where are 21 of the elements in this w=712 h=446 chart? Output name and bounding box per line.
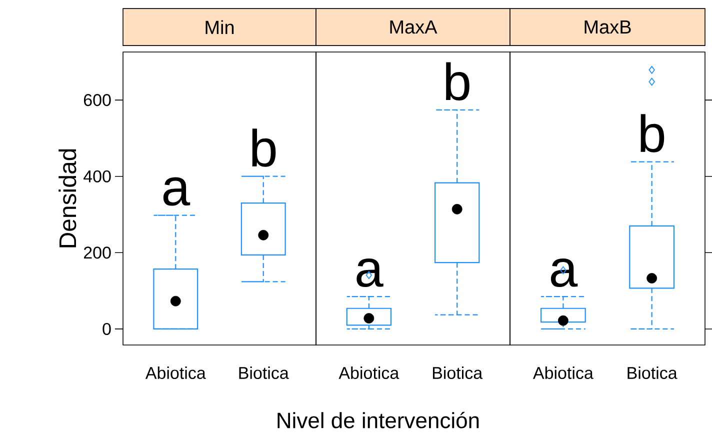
y-tick-label: 600 xyxy=(84,94,111,106)
annotation: b xyxy=(640,114,664,152)
annotation: b xyxy=(252,128,276,167)
chart-title: MaxA xyxy=(390,20,438,34)
x-tick-label: Abiotica xyxy=(532,366,594,380)
x-tick-label: Abiotica xyxy=(145,366,206,380)
x-tick-label: Biotica xyxy=(432,366,483,380)
annotation: b xyxy=(446,62,470,100)
y-tick-label: 200 xyxy=(84,246,111,259)
y-axis-title: Densidad xyxy=(58,149,76,248)
x-axis-title: Nivel de intervención xyxy=(278,412,479,428)
annotation: a xyxy=(163,177,190,206)
chart-title: Min xyxy=(206,20,234,34)
x-tick-label: Biotica xyxy=(239,366,289,380)
x-tick-label: Biotica xyxy=(628,366,678,380)
y-tick-label: 400 xyxy=(84,170,111,182)
chart-title: MaxB xyxy=(584,20,631,34)
annotation: a xyxy=(356,258,384,288)
x-tick-label: Abiotica xyxy=(338,366,400,380)
annotation: a xyxy=(550,258,578,288)
y-tick-label: 0 xyxy=(102,322,111,335)
